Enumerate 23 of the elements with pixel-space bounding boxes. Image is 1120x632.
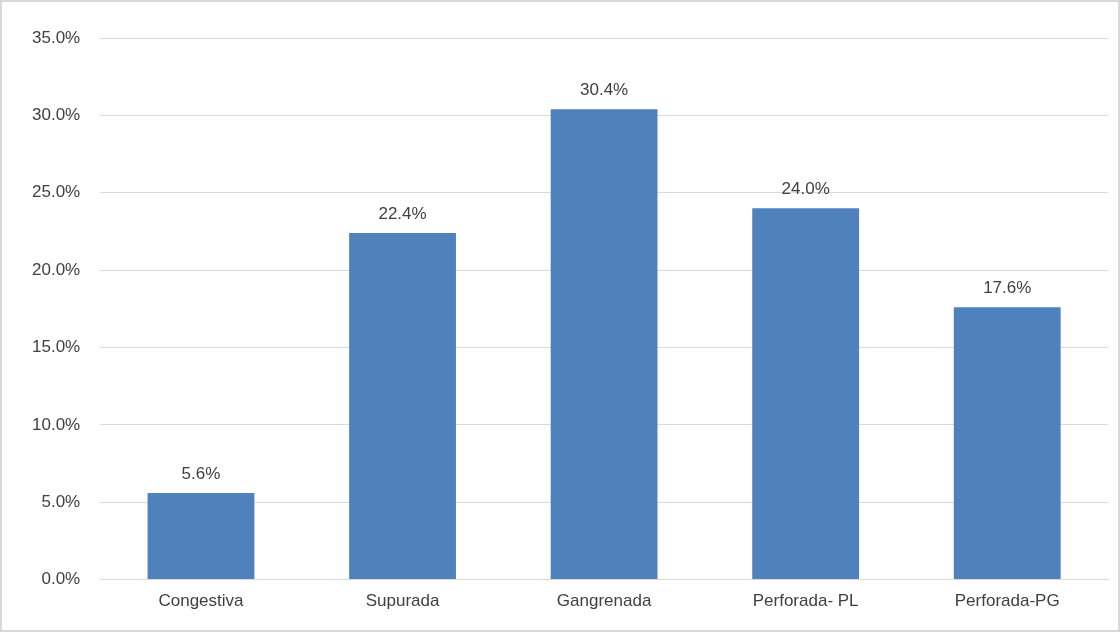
x-tick-label: Congestiva	[158, 591, 245, 611]
y-tick-label: 15.0%	[32, 337, 81, 357]
y-tick-label: 20.0%	[32, 259, 81, 279]
data-label: 17.6%	[983, 278, 1032, 298]
bar	[147, 492, 255, 580]
bar	[349, 232, 456, 580]
y-tick-label: 0.0%	[41, 569, 81, 589]
bar	[752, 208, 860, 580]
data-label: 24.0%	[781, 179, 830, 199]
y-tick-label: 5.0%	[41, 491, 81, 511]
x-tick-label: Supurada	[365, 591, 440, 611]
data-label: 5.6%	[181, 464, 221, 484]
x-tick-label: Gangrenada	[556, 591, 652, 611]
y-tick-label: 30.0%	[32, 105, 81, 125]
bar	[953, 307, 1061, 580]
y-tick-label: 25.0%	[32, 182, 81, 202]
x-tick-label: Perforada- PL	[752, 591, 859, 611]
data-label: 30.4%	[580, 80, 629, 100]
y-tick-label: 10.0%	[32, 414, 81, 434]
y-tick-label: 35.0%	[32, 27, 81, 47]
data-label: 22.4%	[378, 204, 427, 224]
bar	[550, 109, 658, 580]
x-tick-label: Perforada-PG	[954, 591, 1060, 611]
